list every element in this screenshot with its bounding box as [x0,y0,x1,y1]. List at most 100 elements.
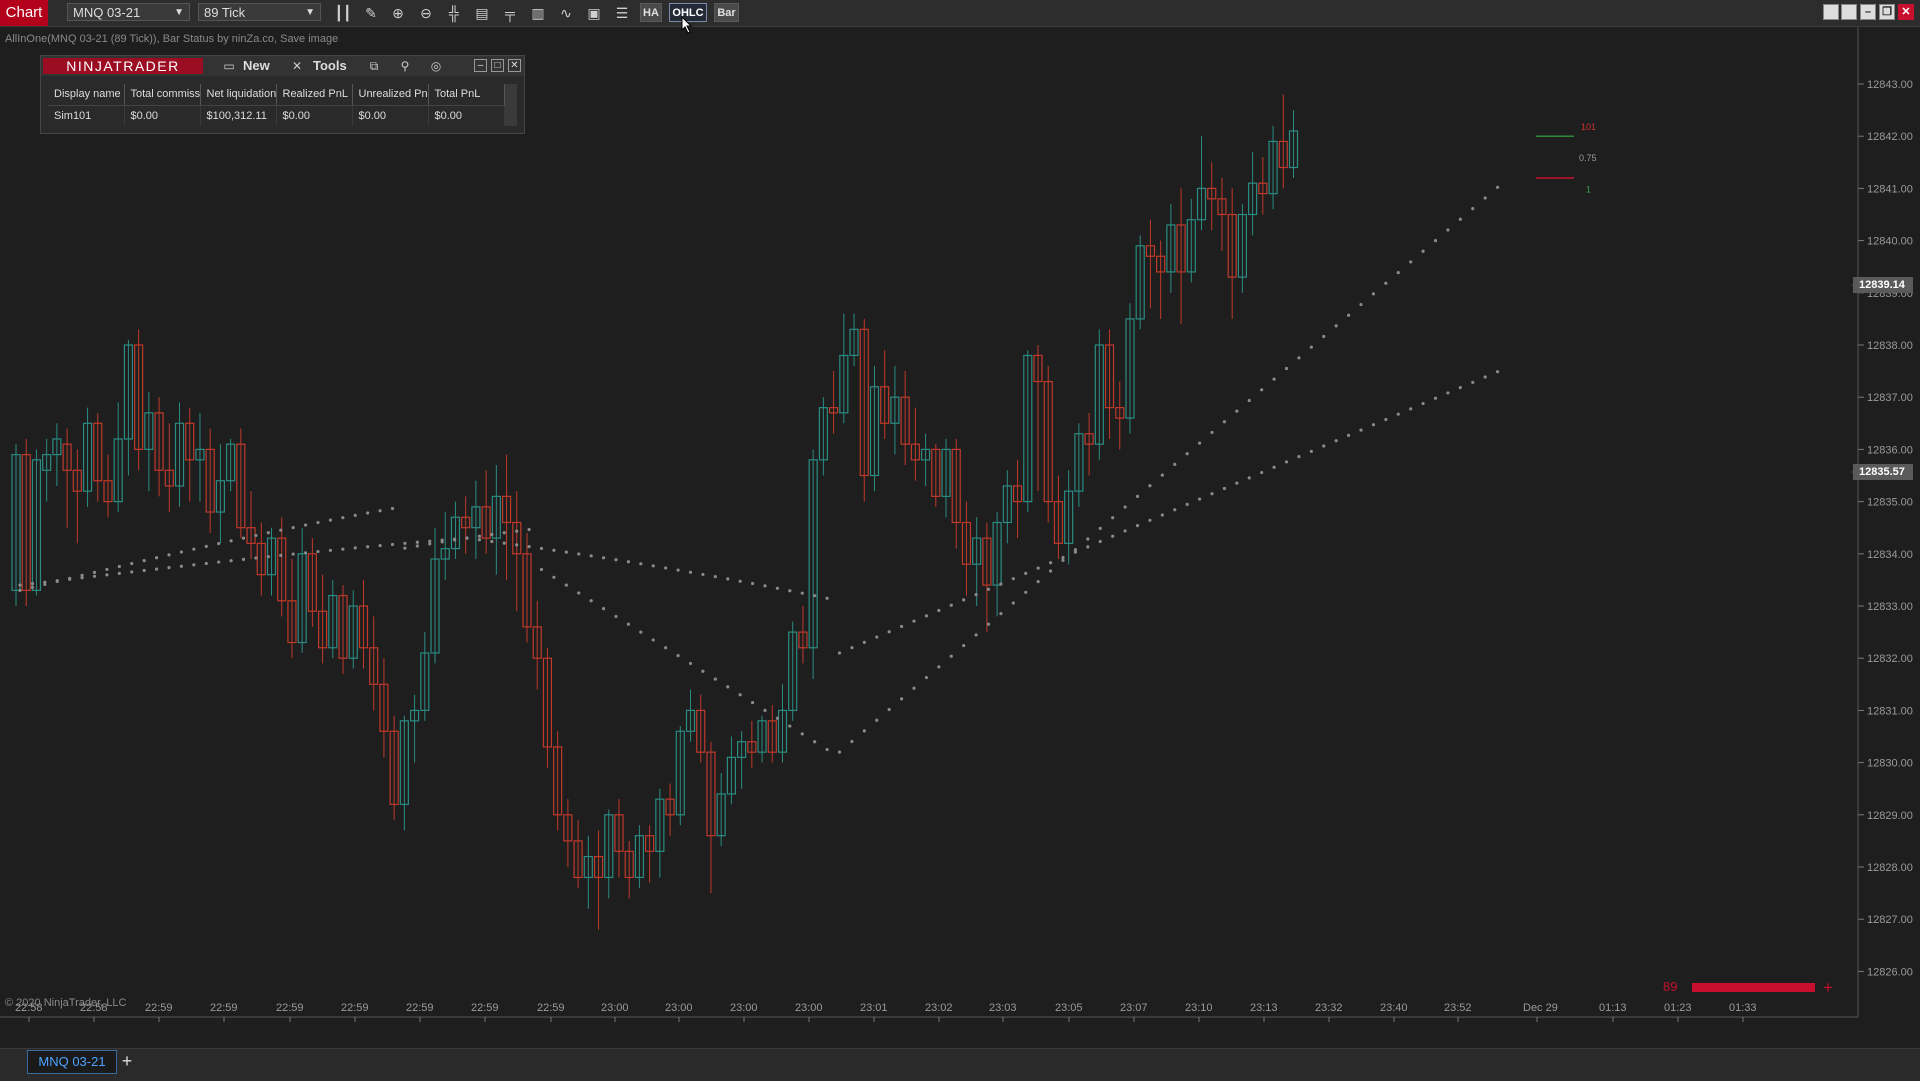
table-row[interactable]: Sim101 $0.00 $100,312.11 $0.00 $0.00 $0.… [48,105,505,126]
candle-body [389,730,399,805]
window-layout-icon[interactable] [1841,4,1857,20]
minimize-icon[interactable]: – [474,59,487,72]
slow-ma-dot [999,582,1003,586]
pin-icon[interactable]: ⚲ [400,59,410,73]
candle-body [757,720,767,753]
new-menu-button[interactable]: New [243,58,270,73]
candle-body [31,459,42,591]
y-tick-label: 12837.00 [1867,392,1913,404]
candle-body [409,709,420,722]
fast-ma-dot [1433,239,1438,243]
slow-ma-dot [1048,561,1053,565]
status-top-label: 101 [1581,122,1596,132]
link-icon[interactable]: ◎ [430,59,442,73]
pencil-icon[interactable]: ✎ [365,5,377,21]
fast-ma-dot [204,544,208,548]
column-header[interactable]: Total PnL [428,84,505,106]
bar-counter-plus-icon[interactable]: + [1823,978,1833,997]
fast-ma-dot [167,553,171,557]
slow-ma-dot [490,539,494,544]
interval-selector[interactable]: 89 Tick ▼ [198,3,321,21]
slow-ma-dot [415,540,419,544]
fast-ma-dot [117,564,121,569]
close-icon[interactable]: ✕ [508,59,521,72]
slow-ma-dot [639,562,643,566]
heikin-ashi-button[interactable]: HA [640,3,662,22]
column-header[interactable]: Unrealized Pn [352,84,429,106]
close-icon[interactable]: ✕ [1898,4,1914,20]
slow-ma-dot [1458,386,1462,390]
strategies-icon[interactable]: ∿ [560,5,572,21]
x-tick-label: 22:59 [210,1002,238,1014]
table-scrollbar[interactable] [505,84,517,126]
slow-ma-dot [651,564,655,568]
slow-ma-dot [1396,412,1400,416]
fast-ma-dot [279,528,283,532]
column-header[interactable]: Total commiss [124,84,201,106]
crosshair-icon[interactable]: ╬ [449,5,459,21]
x-tick-label: 22:59 [341,1002,369,1014]
slow-ma-dot [937,608,941,613]
indicators-icon[interactable]: ▣ [587,5,601,21]
window-layout-icon[interactable] [1823,4,1839,20]
fast-ma-dot [1458,217,1462,221]
tools-menu-button[interactable]: Tools [313,58,347,73]
fast-ma-dot [1185,452,1189,456]
bars-icon[interactable]: ┃┃ [334,5,352,21]
instrument-selector[interactable]: MNQ 03-21 ▼ [67,3,190,21]
minimize-icon[interactable]: – [1860,4,1876,20]
candle-body [358,605,369,649]
x-tick-label: 22:59 [471,1002,499,1014]
fast-ma-dot [788,724,792,728]
column-header[interactable]: Realized PnL [276,84,353,106]
add-tab-button[interactable]: + [121,1051,133,1071]
zoom-out-icon[interactable]: ⊖ [420,5,432,21]
data-box-icon[interactable]: ▥ [531,5,545,21]
candle-body [583,855,593,879]
bar-button[interactable]: Bar [714,3,739,22]
fast-ma-dot [875,718,879,722]
fast-ma-dot [1061,558,1065,562]
tools-icon[interactable]: ✕ [291,59,303,73]
restore-icon[interactable]: ❐ [1879,4,1895,20]
candle-body [123,344,134,440]
new-window-icon[interactable]: ▭ [223,59,235,73]
slow-ma-dot [254,556,258,560]
slow-ma-dot [763,584,767,588]
fast-ma-dot [527,527,531,532]
chart-trader-icon[interactable]: ╤ [505,5,515,21]
fast-ma-dot [142,559,146,563]
fast-ma-dot [601,607,606,611]
slow-ma-dot [713,575,717,579]
chart-menu-button[interactable]: Chart [0,0,48,26]
ohlc-button[interactable]: OHLC [669,3,707,22]
fast-ma-dot [515,529,519,533]
fast-ma-dot [763,708,767,713]
properties-icon[interactable]: ▤ [475,5,489,21]
fast-ma-dot [341,516,345,520]
fast-ma-dot [217,541,221,546]
fast-ma-dot [1346,313,1351,317]
fast-ma-dot [477,534,482,538]
slow-ma-dot [105,573,109,577]
candle-body [563,814,573,842]
candle-body [890,396,900,424]
list-icon[interactable]: ☰ [615,5,629,21]
restore-icon[interactable]: □ [491,59,504,72]
candle-body [573,840,583,879]
y-tick-label: 12829.00 [1867,810,1913,822]
slow-ma-dot [1111,534,1115,538]
tab-mnq-03-21[interactable]: MNQ 03-21 [27,1050,117,1074]
column-header[interactable]: Net liquidation [200,84,277,106]
candle-body [1012,485,1023,503]
candle-body [818,407,828,461]
slow-ma-dot [601,556,606,560]
candle-body [205,448,215,513]
workspaces-icon[interactable]: ⧉ [369,59,379,73]
zoom-in-icon[interactable]: ⊕ [392,5,404,21]
candle-body [461,516,471,529]
column-header[interactable]: Display name [48,84,125,106]
slow-ma-dot [204,561,208,566]
candle-body [450,516,461,550]
chart-canvas[interactable]: 12843.0012842.0012841.0012840.0012839.00… [0,27,1920,1047]
